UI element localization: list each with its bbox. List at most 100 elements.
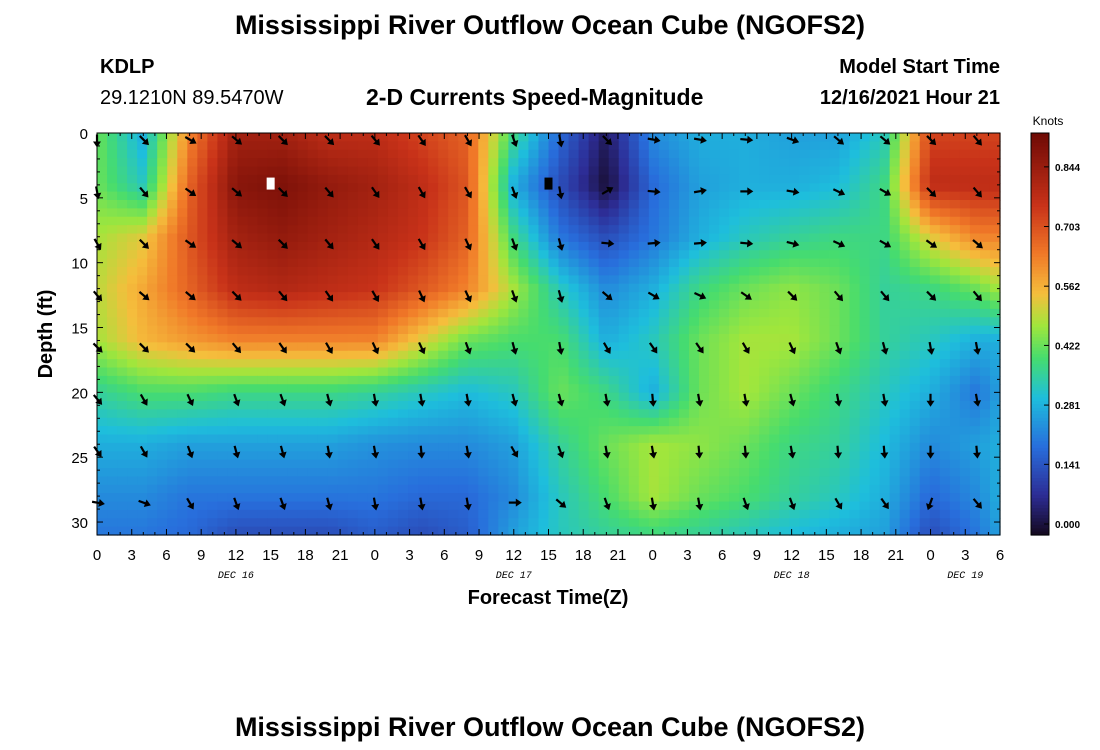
heat-cell	[839, 292, 851, 302]
heat-cell	[899, 325, 911, 335]
heat-cell	[568, 476, 580, 486]
heat-cell	[939, 174, 951, 184]
heat-cell	[709, 493, 720, 503]
heat-cell	[247, 225, 259, 235]
heat-cell	[578, 308, 590, 318]
heat-cell	[448, 267, 459, 276]
current-vector	[647, 135, 661, 144]
heat-cell	[628, 442, 640, 452]
heat-cell	[608, 426, 620, 436]
heat-cell	[638, 501, 650, 511]
heat-cell	[869, 359, 881, 369]
heat-cell	[297, 459, 309, 469]
heat-cell	[909, 367, 921, 377]
heat-cell	[588, 183, 600, 193]
heat-cell	[147, 317, 158, 327]
current-vector	[742, 497, 750, 511]
heat-cell	[398, 401, 409, 410]
heat-cell	[628, 367, 640, 377]
heat-cell	[929, 208, 941, 218]
heat-cell	[528, 308, 540, 318]
heat-cell	[779, 459, 790, 469]
heat-cell	[377, 451, 389, 461]
heat-cell	[829, 225, 841, 235]
heat-cell	[688, 200, 700, 209]
heat-cell	[839, 350, 851, 360]
heat-cell	[197, 325, 208, 335]
heat-cell	[347, 225, 359, 235]
heat-cell	[739, 275, 750, 285]
heat-cell	[317, 459, 329, 469]
heat-cell	[518, 191, 530, 201]
heat-cell	[287, 476, 299, 486]
heat-cell	[779, 267, 790, 276]
colorbar-segment	[1031, 183, 1049, 188]
heat-cell	[257, 325, 269, 335]
heat-cell	[909, 476, 921, 486]
heat-cell	[799, 133, 810, 142]
heat-cell	[337, 283, 349, 293]
heat-cell	[428, 292, 439, 302]
heat-cell	[909, 350, 921, 360]
heat-cell	[157, 392, 168, 402]
heat-cell	[719, 133, 730, 142]
heat-cell	[377, 434, 389, 444]
heat-cell	[478, 250, 489, 260]
current-vector	[277, 238, 288, 249]
heat-cell	[849, 258, 861, 268]
heat-cell	[588, 509, 600, 519]
heat-cell	[568, 468, 580, 477]
heat-cell	[859, 526, 871, 536]
heat-cell	[97, 518, 108, 528]
heat-cell	[337, 241, 349, 251]
heat-cell	[749, 166, 760, 176]
heat-cell	[859, 426, 871, 436]
heat-cell	[578, 459, 590, 469]
heat-cell	[899, 300, 911, 310]
colorbar-segment	[1031, 136, 1049, 141]
heat-cell	[227, 518, 239, 528]
heat-cell	[709, 292, 720, 302]
colorbar-segment	[1031, 474, 1049, 479]
heat-cell	[638, 526, 650, 536]
colorbar-segment	[1031, 206, 1049, 211]
heat-cell	[899, 317, 911, 327]
heat-cell	[498, 166, 509, 176]
heat-cell	[859, 225, 871, 235]
heat-cell	[387, 350, 399, 360]
heat-cell	[498, 442, 509, 452]
heat-cell	[628, 509, 640, 519]
current-vector	[232, 497, 241, 511]
heat-cell	[117, 158, 128, 168]
heat-cell	[117, 233, 128, 243]
heat-cell	[648, 493, 660, 503]
heat-cell	[297, 526, 309, 536]
heat-cell	[177, 174, 188, 184]
heat-cell	[769, 434, 780, 444]
heat-cell	[347, 451, 359, 461]
heat-cell	[899, 174, 911, 184]
heat-cell	[889, 141, 901, 151]
heat-cell	[979, 359, 991, 369]
colorbar-unit: Knots	[1033, 114, 1064, 128]
heat-cell	[508, 174, 519, 184]
heat-cell	[538, 250, 550, 260]
heat-cell	[217, 359, 229, 369]
current-vector	[464, 290, 472, 303]
heat-cell	[197, 133, 208, 142]
heat-cell	[899, 501, 911, 511]
heat-cell	[337, 342, 349, 352]
heat-cell	[207, 434, 218, 444]
heat-cell	[277, 375, 289, 385]
heat-cell	[498, 292, 509, 302]
heat-cell	[247, 275, 259, 285]
heat-cell	[598, 359, 610, 369]
heat-cell	[949, 334, 961, 343]
heat-cell	[939, 225, 951, 235]
heat-cell	[347, 183, 359, 193]
heat-cell	[528, 401, 540, 410]
heat-cell	[638, 283, 650, 293]
heat-cell	[357, 501, 369, 511]
heat-cell	[739, 459, 750, 469]
heat-cell	[789, 367, 800, 377]
